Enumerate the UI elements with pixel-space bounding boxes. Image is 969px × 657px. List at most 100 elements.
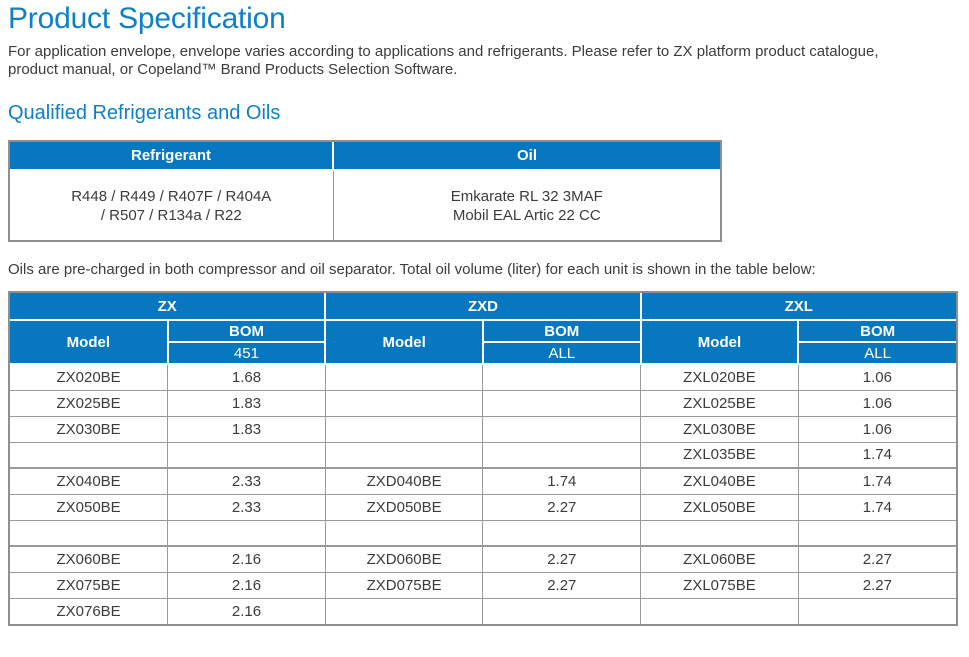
table-cell xyxy=(797,597,956,624)
table-cell xyxy=(10,519,169,547)
table-row: ZX075BE 2.16 ZXD075BE 2.27 ZXL075BE 2.27 xyxy=(10,571,956,599)
table-row: ZX020BE 1.68 ZXL020BE 1.06 xyxy=(10,363,956,391)
table-cell: 2.27 xyxy=(482,545,642,573)
page-title: Product Specification xyxy=(8,2,286,35)
model-header-zxl: Model xyxy=(639,319,800,365)
group-header-zxd: ZXD xyxy=(324,293,642,321)
table-cell: ZX050BE xyxy=(10,493,169,521)
table-cell: ZXL060BE xyxy=(640,545,799,573)
table-cell: ZX025BE xyxy=(10,389,169,417)
table-row xyxy=(10,519,956,547)
table-cell: ZX020BE xyxy=(10,363,169,391)
refrigerant-oil-header-row: Refrigerant Oil xyxy=(10,142,720,171)
table-cell: ZX076BE xyxy=(10,597,169,624)
table-cell: ZXL025BE xyxy=(640,389,799,417)
table-cell: 1.74 xyxy=(797,493,956,521)
intro-paragraph: For application envelope, envelope varie… xyxy=(8,43,959,79)
table-cell: 2.33 xyxy=(167,493,326,521)
oil-volume-table-body: ZX020BE 1.68 ZXL020BE 1.06 ZX025BE 1.83 ZXL025… xyxy=(10,363,956,624)
intro-line-2: product manual, or Copeland™ Brand Produ… xyxy=(8,61,458,78)
table-cell: ZXL020BE xyxy=(640,363,799,391)
table-cell: 2.16 xyxy=(167,597,326,624)
refrigerant-cell: R448 / R449 / R407F / R404A / R507 / R13… xyxy=(10,169,334,240)
bom-header-zxd: BOM xyxy=(481,319,642,343)
table-cell: ZXD060BE xyxy=(324,545,484,573)
table-cell: 2.27 xyxy=(797,571,956,599)
refrigerant-oil-data-row: R448 / R449 / R407F / R404A / R507 / R13… xyxy=(10,169,720,240)
oil-cell: Emkarate RL 32 3MAF Mobil EAL Artic 22 C… xyxy=(332,169,720,240)
bom-value-zx: 451 xyxy=(167,341,327,365)
table-cell: 1.83 xyxy=(167,389,326,417)
table-row: ZX025BE 1.83 ZXL025BE 1.06 xyxy=(10,389,956,417)
table-row: ZX060BE 2.16 ZXD060BE 2.27 ZXL060BE 2.27 xyxy=(10,545,956,573)
table-cell xyxy=(167,441,326,469)
table-cell xyxy=(482,519,642,547)
model-header-zxd: Model xyxy=(324,319,484,365)
refrigerant-column-header: Refrigerant xyxy=(10,142,335,171)
bom-header-zxl: BOM xyxy=(797,319,956,343)
document-page: Product Specification For application en… xyxy=(8,2,959,626)
table-cell: ZX030BE xyxy=(10,415,169,443)
table-cell: ZXL050BE xyxy=(640,493,799,521)
table-cell: ZXD040BE xyxy=(324,467,484,495)
table-cell xyxy=(167,519,326,547)
model-header-zx: Model xyxy=(10,319,169,365)
table-cell xyxy=(482,415,642,443)
oil-volume-note: Oils are pre-charged in both compressor … xyxy=(8,261,816,278)
bom-value-row: 451 ALL ALL xyxy=(10,341,956,365)
table-cell xyxy=(324,441,484,469)
table-cell: 1.74 xyxy=(797,467,956,495)
table-cell xyxy=(324,415,484,443)
table-cell: ZXL075BE xyxy=(640,571,799,599)
oil-volume-table: ZX ZXD ZXL Model BOM Model BOM Model BOM… xyxy=(8,291,958,626)
table-cell xyxy=(640,519,799,547)
table-cell: ZXD075BE xyxy=(324,571,484,599)
bom-value-zxl: ALL xyxy=(797,341,956,365)
group-header-zxl: ZXL xyxy=(639,293,956,321)
table-cell xyxy=(324,363,484,391)
bom-value-zxd: ALL xyxy=(481,341,642,365)
table-cell xyxy=(324,597,484,624)
intro-line-1: For application envelope, envelope varie… xyxy=(8,43,879,60)
table-cell: ZX075BE xyxy=(10,571,169,599)
table-row: ZX040BE 2.33 ZXD040BE 1.74 ZXL040BE 1.74 xyxy=(10,467,956,495)
sub-header-row: Model BOM Model BOM Model BOM xyxy=(10,319,956,365)
table-cell xyxy=(482,597,642,624)
group-header-row: ZX ZXD ZXL xyxy=(10,293,956,321)
table-cell: ZX060BE xyxy=(10,545,169,573)
table-cell: ZXL040BE xyxy=(640,467,799,495)
table-cell xyxy=(324,519,484,547)
table-row: ZXL035BE 1.74 xyxy=(10,441,956,469)
oil-column-header: Oil xyxy=(332,142,720,171)
table-cell: 2.16 xyxy=(167,545,326,573)
refrigerant-oil-table: Refrigerant Oil R448 / R449 / R407F / R4… xyxy=(8,140,722,242)
oil-line-1: Emkarate RL 32 3MAF xyxy=(450,187,603,205)
table-cell: ZXL035BE xyxy=(640,441,799,469)
oil-line-2: Mobil EAL Artic 22 CC xyxy=(452,206,601,224)
table-cell xyxy=(640,597,799,624)
table-cell: 1.74 xyxy=(482,467,642,495)
refrigerant-line-2: / R507 / R134a / R22 xyxy=(100,206,242,224)
table-cell: 1.06 xyxy=(797,415,956,443)
table-cell: ZXL030BE xyxy=(640,415,799,443)
table-cell: ZXD050BE xyxy=(324,493,484,521)
bom-header-zx: BOM xyxy=(166,319,327,343)
table-cell: ZX040BE xyxy=(10,467,169,495)
table-cell: 2.33 xyxy=(167,467,326,495)
table-row: ZX076BE 2.16 xyxy=(10,597,956,624)
refrigerant-line-1: R448 / R449 / R407F / R404A xyxy=(71,187,272,205)
table-cell xyxy=(324,389,484,417)
table-row: ZX030BE 1.83 ZXL030BE 1.06 xyxy=(10,415,956,443)
table-cell: 2.27 xyxy=(482,571,642,599)
table-cell: 1.68 xyxy=(167,363,326,391)
table-cell: 2.27 xyxy=(482,493,642,521)
table-cell: 1.83 xyxy=(167,415,326,443)
table-cell: 2.27 xyxy=(797,545,956,573)
table-cell xyxy=(482,389,642,417)
table-cell: 2.16 xyxy=(167,571,326,599)
table-cell xyxy=(797,519,956,547)
table-cell: 1.06 xyxy=(797,389,956,417)
table-cell: 1.06 xyxy=(797,363,956,391)
table-cell xyxy=(10,441,169,469)
table-cell: 1.74 xyxy=(797,441,956,469)
